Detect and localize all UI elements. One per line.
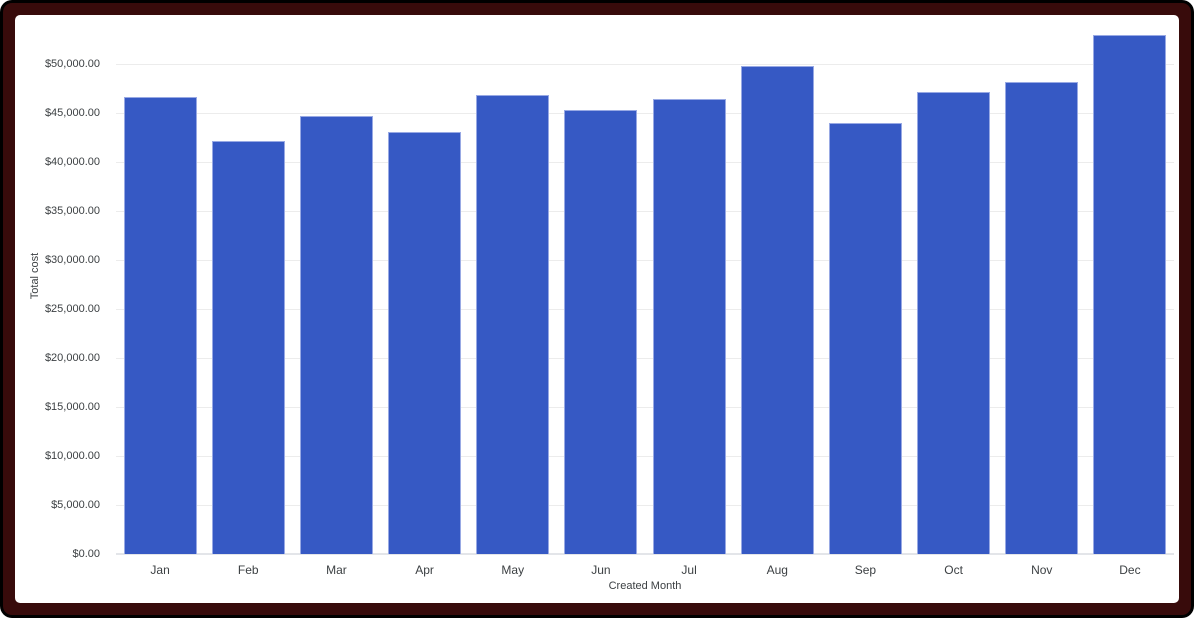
window-frame-inner: Total cost $0.00 $5,000.00 $10,000.00 $15,0… (3, 3, 1191, 615)
y-tick-label: $30,000.00 (44, 254, 100, 266)
bar-nov[interactable] (1005, 82, 1079, 554)
x-axis-baseline (116, 553, 1174, 555)
x-tick-label: Nov (1031, 563, 1053, 577)
y-tick-label: $0.00 (72, 548, 100, 560)
y-tick-label: $10,000.00 (44, 450, 100, 462)
gridline (116, 260, 1174, 261)
x-tick-label: Aug (766, 563, 788, 577)
gridline (116, 309, 1174, 310)
bar-jul[interactable] (652, 99, 726, 554)
bar-aug[interactable] (740, 66, 814, 554)
gridline (116, 358, 1174, 359)
y-tick-label: $40,000.00 (44, 156, 100, 168)
bar-apr[interactable] (388, 132, 462, 554)
x-tick-label: Jan (150, 563, 170, 577)
gridline (116, 113, 1174, 114)
y-tick-label: $45,000.00 (44, 107, 100, 119)
gridline (116, 505, 1174, 506)
x-tick-label: Sep (854, 563, 877, 577)
x-tick-label: Oct (944, 563, 963, 577)
y-axis-tick-labels: $0.00 $5,000.00 $10,000.00 $15,000.00 $20,00… (15, 15, 108, 560)
x-tick-label: Jun (591, 563, 611, 577)
x-tick-label: May (501, 563, 525, 577)
x-tick-label: Mar (326, 563, 347, 577)
x-tick-label: Feb (237, 563, 259, 577)
y-tick-label: $5,000.00 (51, 499, 100, 511)
x-tick-label: Dec (1119, 563, 1141, 577)
bar-oct[interactable] (917, 92, 991, 554)
gridline (116, 64, 1174, 65)
y-tick-label: $35,000.00 (44, 205, 100, 217)
y-tick-label: $15,000.00 (44, 401, 100, 413)
gridline (116, 162, 1174, 163)
x-tick-label: Jul (681, 563, 697, 577)
y-tick-label: $50,000.00 (44, 58, 100, 70)
bar-mar[interactable] (299, 116, 373, 554)
gridline (116, 407, 1174, 408)
bar-may[interactable] (476, 95, 550, 554)
x-axis-tick-labels: Jan Feb Mar Apr May Jun Jul Aug Sep Oct Nov Dec (116, 561, 1174, 579)
bar-feb[interactable] (211, 141, 285, 554)
y-tick-label: $20,000.00 (44, 352, 100, 364)
bar-chart: Total cost $0.00 $5,000.00 $10,000.00 $15,0… (15, 15, 1179, 603)
bar-dec[interactable] (1093, 35, 1167, 554)
bar-jun[interactable] (564, 110, 638, 554)
plot-area (116, 15, 1174, 555)
bar-sep[interactable] (828, 123, 902, 554)
y-tick-label: $25,000.00 (44, 303, 100, 315)
gridline (116, 211, 1174, 212)
gridline (116, 456, 1174, 457)
x-axis-title: Created Month (608, 580, 682, 592)
bar-jan[interactable] (123, 97, 197, 554)
x-tick-label: Apr (415, 563, 434, 577)
